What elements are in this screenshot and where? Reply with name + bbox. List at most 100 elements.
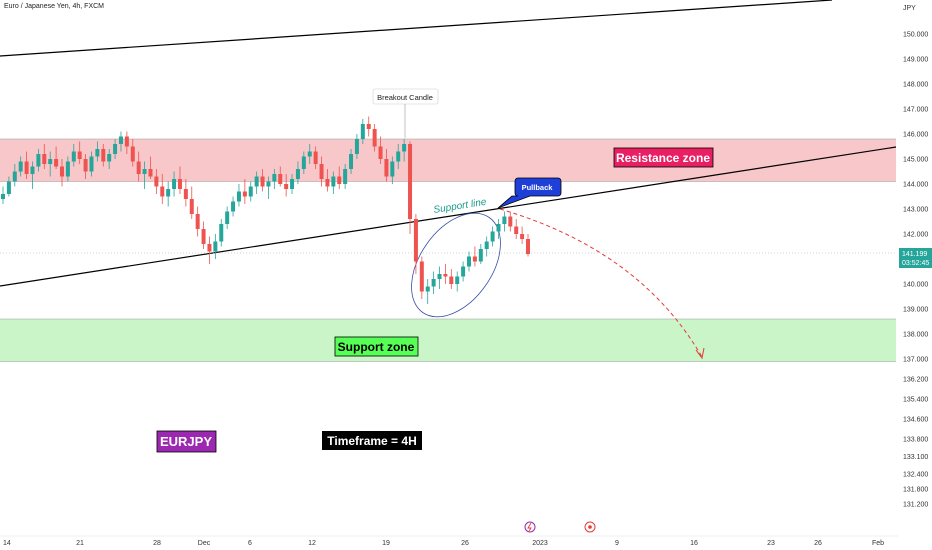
candle-body — [443, 274, 448, 277]
candle-body — [384, 159, 389, 177]
candle-body — [213, 241, 218, 252]
candle-body — [83, 159, 88, 172]
candle — [508, 211, 513, 232]
candle — [77, 141, 82, 164]
candle — [95, 141, 100, 162]
breakout-callout-box — [372, 88, 439, 105]
projection-arrow-head — [695, 347, 705, 360]
candle — [48, 151, 53, 177]
candle-body — [77, 151, 82, 159]
time-tick-label: 23 — [767, 540, 775, 547]
candle-body — [290, 179, 295, 189]
event-marker-dot-icon — [588, 525, 592, 529]
candle-body — [284, 184, 289, 189]
candle-body — [307, 151, 312, 157]
timeframe-label-box — [322, 431, 422, 450]
candle — [18, 156, 23, 177]
candle — [337, 166, 342, 189]
candle — [266, 176, 271, 199]
pullback-bubble — [497, 177, 562, 209]
candle-body — [520, 234, 525, 239]
candle-body — [484, 241, 489, 249]
candle — [166, 181, 171, 207]
candle — [136, 151, 141, 182]
candle-body — [1, 194, 5, 199]
support-zone — [0, 319, 896, 362]
candle — [419, 256, 424, 299]
candle — [254, 171, 259, 194]
candle — [295, 161, 300, 184]
candle — [284, 174, 289, 197]
candle — [449, 269, 454, 289]
timeframe-label: Timeframe = 4H — [327, 434, 417, 448]
candle-body — [207, 244, 212, 252]
price-axis-bg — [898, 0, 932, 550]
time-tick-label: 12 — [308, 540, 316, 547]
price-tick-label: 139.000 — [903, 307, 928, 314]
candle-body — [231, 201, 236, 212]
candle — [213, 234, 218, 259]
candle-body — [172, 179, 177, 189]
candle — [360, 119, 365, 144]
symbol-label: EURJPY — [160, 434, 212, 449]
projection-arrow — [499, 208, 703, 358]
price-tick-label: 137.000 — [903, 357, 928, 364]
candle — [71, 144, 76, 167]
resistance-zone-label: Resistance zone — [616, 151, 710, 165]
price-tick-label: 143.000 — [903, 207, 928, 214]
candle-body — [496, 224, 501, 232]
symbol-label-box — [156, 430, 217, 453]
candle-body — [319, 164, 324, 179]
lightning-event-icon — [524, 521, 536, 533]
candle-body — [402, 144, 407, 152]
price-tick-label: 133.800 — [903, 437, 928, 444]
time-tick-label: 9 — [615, 540, 619, 547]
time-tick-label: 16 — [690, 540, 698, 547]
candle-body — [148, 169, 153, 177]
candle-body — [160, 186, 165, 197]
candle — [331, 171, 336, 194]
candle — [349, 149, 354, 174]
candle — [437, 266, 442, 289]
candle — [396, 144, 401, 169]
candles-layer — [1, 116, 530, 304]
candle-body — [248, 186, 253, 197]
candle-body — [266, 181, 271, 187]
candle — [6, 176, 11, 197]
time-axis: 14 21 28 Dec 6 12 19 26 2023 9 16 23 26 Feb — [0, 535, 898, 547]
candle-body — [260, 176, 265, 187]
breakout-candle-label: Breakout Candle — [377, 93, 433, 102]
time-tick-label: 2023 — [532, 540, 548, 547]
candle — [455, 271, 460, 292]
candle-body — [408, 144, 413, 219]
candle — [278, 166, 283, 187]
candle-body — [30, 166, 35, 174]
candle-body — [301, 156, 306, 169]
price-tick-label: 148.000 — [903, 82, 928, 89]
zones-layer — [0, 138, 896, 362]
candle — [42, 144, 47, 169]
last-price-value: 141.199 — [902, 251, 927, 258]
price-axis: JPY 150.000 149.000 148.000 147.000 146.000 14… — [898, 0, 932, 550]
candle-body — [36, 154, 41, 167]
candle-body — [201, 229, 206, 244]
time-tick-label: 28 — [153, 540, 161, 547]
pullback-label: Pullback — [522, 183, 554, 192]
candle-body — [107, 154, 112, 162]
candle-body — [490, 231, 495, 242]
candle — [443, 264, 448, 284]
candle — [225, 206, 230, 229]
candle — [319, 156, 324, 187]
candle-body — [183, 189, 188, 199]
candle — [1, 186, 5, 204]
candle-body — [431, 279, 436, 287]
candle-body — [278, 174, 283, 184]
price-tick-label: 145.000 — [903, 157, 928, 164]
price-tick-label: 131.800 — [903, 487, 928, 494]
price-tick-label: 135.400 — [903, 397, 928, 404]
candle-body — [378, 146, 383, 159]
candle — [372, 124, 377, 152]
candle — [366, 116, 371, 137]
time-tick-label: Feb — [872, 540, 884, 547]
